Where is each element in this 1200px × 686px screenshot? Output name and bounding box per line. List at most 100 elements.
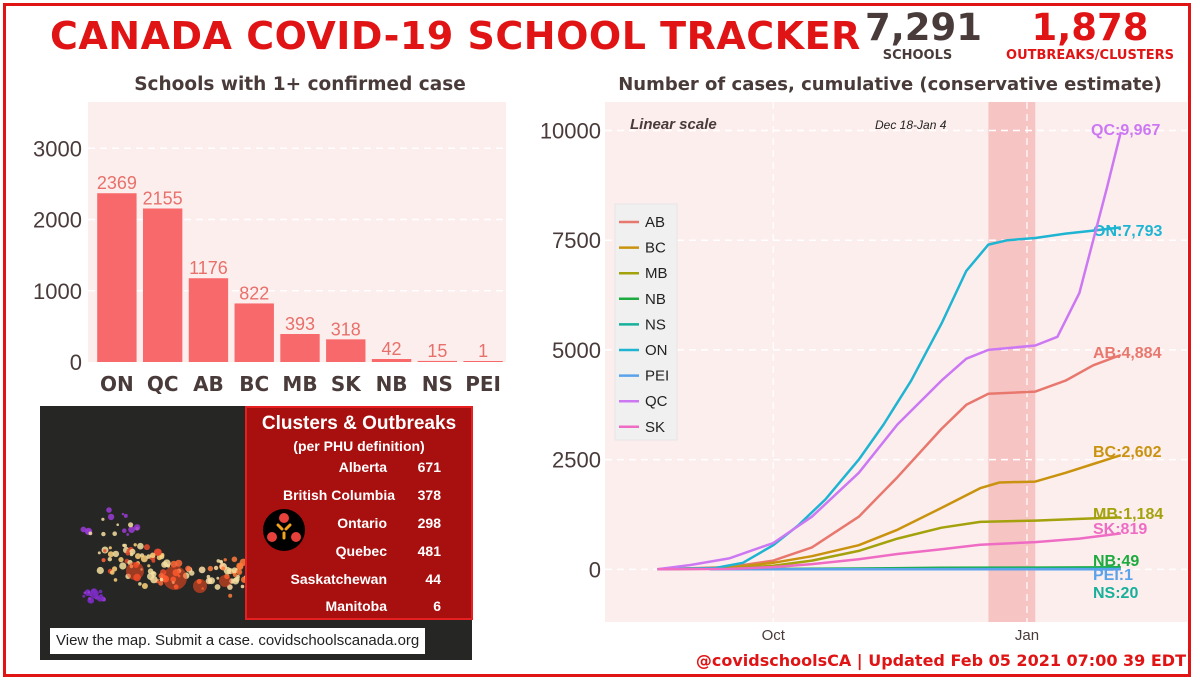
bar-on (97, 193, 137, 362)
schools-label: SCHOOLS (882, 48, 953, 63)
cluster-row-quebec: Quebec 481 (247, 543, 471, 565)
series-end-label-qc: QC:9,967 (1091, 122, 1160, 139)
map-case-dot (231, 556, 238, 563)
map-case-dot (137, 542, 144, 550)
bar-pei (463, 361, 503, 362)
map-case-dot (107, 513, 115, 521)
map-case-dot (158, 580, 164, 586)
map-case-dot (87, 591, 91, 594)
legend-label-nb: NB (645, 291, 666, 308)
map-case-dot (90, 590, 98, 599)
cluster-value: 44 (425, 571, 441, 587)
map-case-dot (97, 551, 101, 555)
cluster-province: British Columbia (282, 487, 395, 503)
legend-label-qc: QC (645, 393, 668, 410)
map-dots (80, 507, 287, 604)
bar-bc (234, 303, 274, 362)
map-case-dot (232, 577, 240, 585)
line-y-tick-label: 0 (589, 557, 601, 582)
clusters-panel-title: Clusters & Outbreaks (261, 413, 457, 434)
map-case-dot (231, 567, 238, 574)
map-case-dot (122, 543, 126, 547)
bar-ab (188, 278, 229, 362)
map-case-dot (122, 528, 127, 533)
map-case-dot (101, 531, 106, 537)
cluster-province: Ontario (337, 515, 387, 531)
series-end-label-pei: PEI:1 (1093, 567, 1133, 584)
bar-qc (142, 208, 183, 362)
cluster-province: Quebec (335, 543, 387, 559)
cluster-row-ontario: Ontario 298 (247, 515, 471, 537)
bar-category-label: PEI (465, 372, 501, 396)
map-case-dot (125, 551, 131, 556)
line-y-tick-label: 2500 (552, 448, 601, 473)
series-line-qc (657, 131, 1123, 571)
line-plot-background (605, 102, 1187, 622)
map-case-dot (151, 571, 157, 577)
map-case-dot (121, 512, 125, 516)
bar-data-label: 42 (382, 339, 402, 359)
line-y-tick-label: 5000 (552, 338, 601, 363)
cluster-province: Manitoba (325, 598, 387, 614)
bar-chart-title: Schools with 1+ confirmed case (134, 74, 466, 95)
map-case-dot (135, 553, 141, 560)
bar-ns (417, 360, 458, 362)
map-hotspot (193, 579, 207, 593)
map-case-dot (159, 577, 164, 582)
legend-label-bc: BC (645, 240, 666, 257)
map-case-dot (161, 561, 168, 568)
scale-note: Linear scale (630, 116, 717, 133)
map-case-dot (143, 544, 150, 551)
bar-category-label: BC (239, 372, 269, 396)
map-case-dot (88, 597, 92, 600)
outbreaks-count: 1,878 (1031, 6, 1149, 49)
map-case-dot (170, 560, 178, 568)
bar-data-label: 2155 (143, 188, 183, 208)
series-line-sk (657, 532, 1121, 571)
map-link-caption[interactable]: View the map. Submit a case. covidschool… (50, 628, 426, 654)
bar-category-label: MB (282, 372, 317, 396)
map-case-dot (236, 569, 243, 575)
highlight-label: Dec 18-Jan 4 (875, 118, 947, 132)
map-case-dot (106, 507, 112, 513)
map-case-dot (228, 593, 233, 598)
legend-label-sk: SK (645, 419, 665, 436)
map-case-dot (118, 557, 124, 563)
map-case-dot (98, 589, 103, 594)
map-case-dot (96, 594, 104, 602)
map-case-dot (233, 573, 237, 577)
map-case-dot (101, 517, 105, 521)
bar-data-label: 1 (478, 341, 488, 361)
bar-data-label: 822 (239, 283, 269, 303)
bar-category-label: ON (100, 372, 134, 396)
poster-frame (3, 3, 1191, 677)
map-case-dot (153, 548, 162, 556)
bar-y-tick-label: 1000 (33, 279, 82, 304)
line-chart-title: Number of cases, cumulative (conservativ… (618, 74, 1162, 95)
cluster-value: 481 (417, 543, 441, 559)
map-case-dot (116, 523, 119, 526)
cluster-row-manitoba: Manitoba 6 (247, 598, 471, 620)
map-case-dot (141, 583, 148, 589)
map-case-dot (129, 548, 136, 555)
outbreaks-label: OUTBREAKS/CLUSTERS (1006, 48, 1174, 63)
map-case-dot (240, 584, 245, 589)
cluster-value: 378 (417, 487, 441, 503)
bar-nb (371, 359, 412, 362)
map-case-dot (80, 526, 87, 533)
map-case-dot (110, 570, 115, 575)
bar-data-label: 2369 (97, 173, 137, 193)
cluster-value: 671 (417, 459, 441, 475)
bar-data-label: 15 (427, 341, 447, 361)
map-case-dot (101, 558, 106, 563)
bar-data-label: 393 (285, 314, 315, 334)
bar-mb (280, 334, 320, 362)
map-case-dot (123, 513, 128, 518)
cluster-row-alberta: Alberta 671 (247, 459, 471, 481)
series-line-on (657, 226, 1121, 571)
legend-label-pei: PEI (645, 368, 669, 385)
map-case-dot (113, 578, 118, 582)
bar-category-label: AB (193, 372, 224, 396)
map-hotspot (219, 575, 231, 587)
map-case-dot (128, 526, 135, 533)
